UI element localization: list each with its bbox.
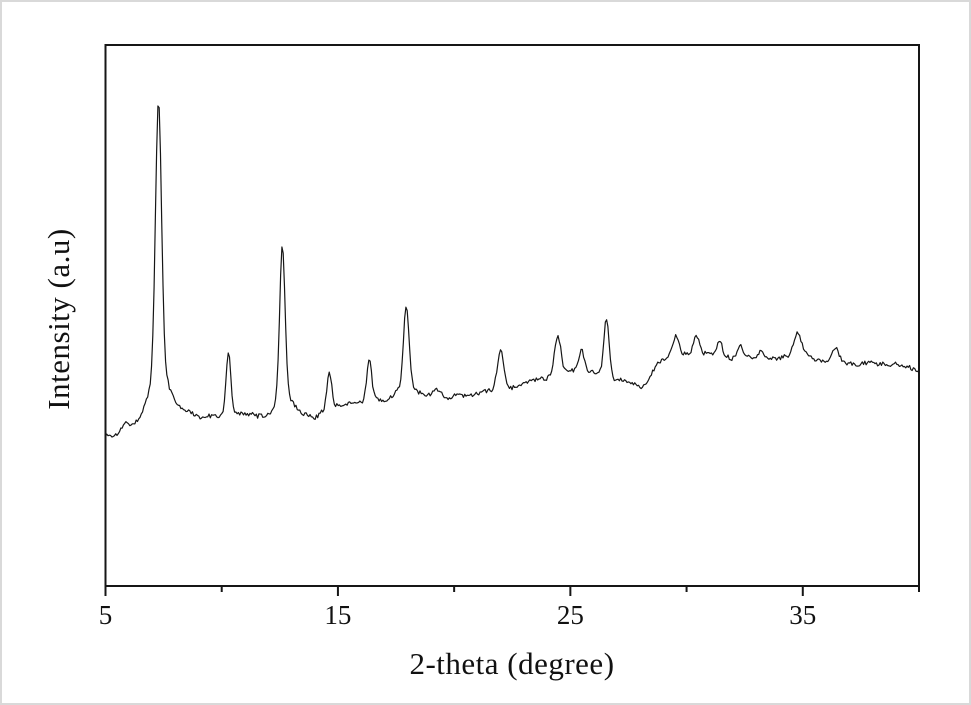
x-axis-title: 2-theta (degree) xyxy=(409,646,615,681)
x-axis-ticks xyxy=(104,587,920,596)
x-tick-label: 25 xyxy=(556,600,584,630)
x-tick-label: 5 xyxy=(98,600,113,630)
xrd-trace xyxy=(104,105,920,438)
plot-border xyxy=(104,44,920,587)
x-tick-label: 15 xyxy=(324,600,352,630)
y-axis-title: Intensity (a.u) xyxy=(41,228,76,410)
x-tick-label: 35 xyxy=(789,600,817,630)
